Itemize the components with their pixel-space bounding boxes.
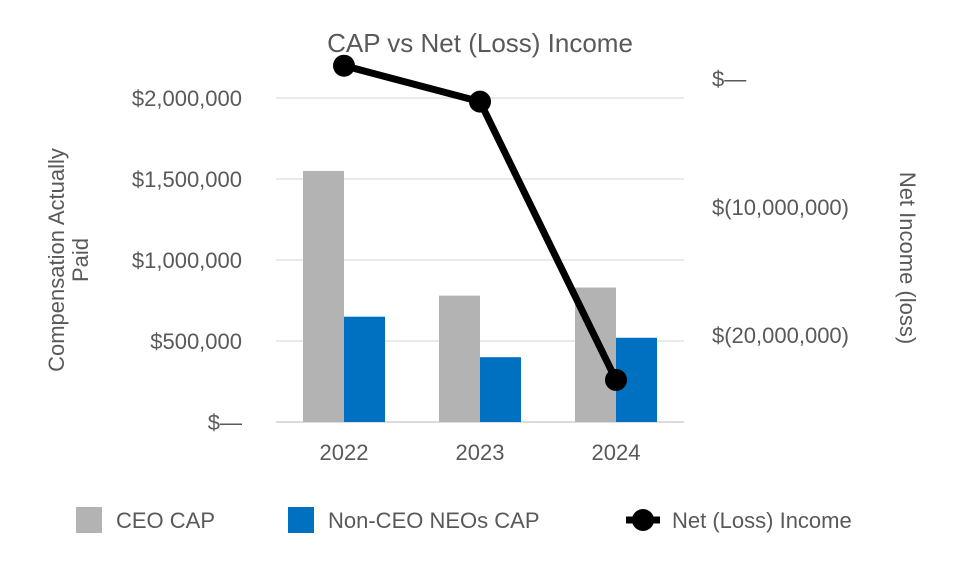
- left-axis-ticks: $— $500,000 $1,000,000 $1,500,000 $2,000,000: [132, 86, 242, 435]
- y-axis-label-line-1: Compensation Actually: [44, 148, 69, 372]
- bar-ceo-cap-2023: [439, 295, 480, 422]
- chart-title: CAP vs Net (Loss) Income: [327, 28, 633, 58]
- right-axis-ticks: $— $(10,000,000) $(20,000,000): [712, 67, 849, 349]
- bar-ceo-cap-2022: [303, 170, 344, 422]
- left-tick-label: $500,000: [150, 329, 242, 354]
- left-tick-label: $—: [208, 410, 242, 435]
- legend-marker-net-loss-income: [632, 509, 654, 531]
- legend: CEO CAP Non-CEO NEOs CAP Net (Loss) Income: [76, 507, 852, 533]
- net-income-point-2022: [333, 54, 355, 77]
- bar-non-ceo-neos-cap-2022: [344, 316, 385, 422]
- net-income-point-2024: [605, 368, 627, 391]
- right-tick-label: $—: [712, 67, 746, 92]
- y2-axis-label: Net Income (loss): [895, 172, 920, 344]
- legend-label-ceo-cap: CEO CAP: [116, 508, 215, 533]
- right-tick-label: $(10,000,000): [712, 195, 849, 220]
- legend-swatch-non-ceo-neos-cap: [288, 507, 314, 533]
- x-tick-label: 2022: [320, 440, 369, 465]
- x-tick-label: 2024: [592, 440, 641, 465]
- legend-label-net-loss-income: Net (Loss) Income: [672, 508, 852, 533]
- right-tick-label: $(20,000,000): [712, 323, 849, 348]
- y-axis-label: Compensation ActuallyPaid: [44, 148, 93, 372]
- bar-non-ceo-neos-cap-2023: [480, 357, 521, 422]
- legend-label-non-ceo-neos-cap: Non-CEO NEOs CAP: [328, 508, 540, 533]
- legend-swatch-ceo-cap: [76, 507, 102, 533]
- y-axis-label-line-2: Paid: [68, 238, 93, 282]
- left-tick-label: $1,000,000: [132, 248, 242, 273]
- bar-series: [303, 170, 657, 422]
- net-income-point-2023: [469, 90, 491, 113]
- line-series: [333, 54, 627, 391]
- left-tick-label: $1,500,000: [132, 167, 242, 192]
- x-axis-ticks: 2022 2023 2024: [320, 440, 641, 465]
- x-tick-label: 2023: [456, 440, 505, 465]
- left-tick-label: $2,000,000: [132, 86, 242, 111]
